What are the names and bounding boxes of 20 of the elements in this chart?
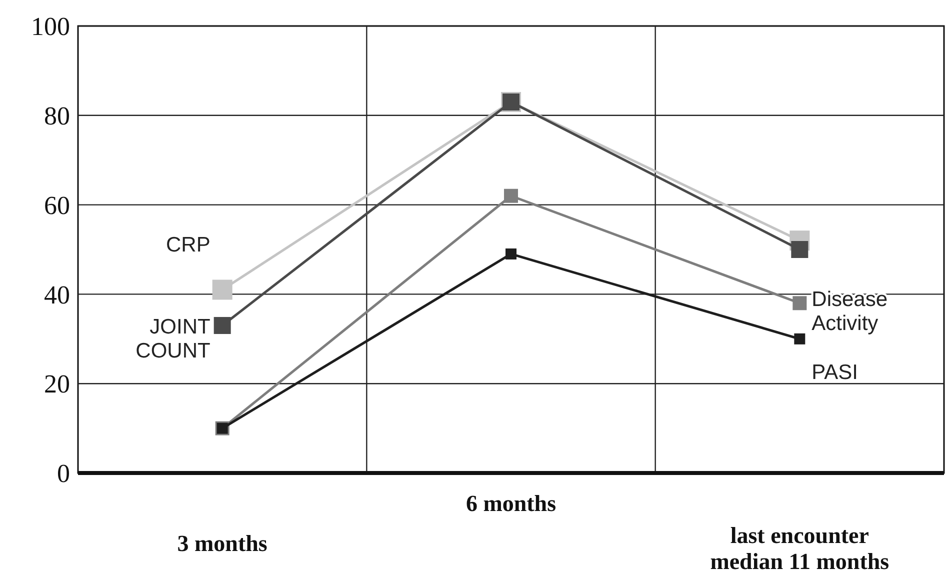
y-tick-label: 0 (57, 459, 70, 488)
point (214, 316, 231, 334)
series-label: JOINT COUNT (136, 315, 210, 362)
y-tick-label: 20 (44, 370, 70, 399)
series-label: Disease Activity (812, 288, 888, 336)
y-tick-label: 60 (44, 190, 70, 220)
y-tick-label: 40 (44, 280, 70, 310)
x-tick-label: 3 months (177, 531, 268, 556)
point (794, 333, 806, 344)
point (791, 241, 808, 258)
y-tick-label: 100 (31, 12, 70, 42)
point (504, 188, 518, 203)
point (212, 280, 232, 300)
series-label: PASI (812, 360, 858, 384)
y-tick-label: 80 (44, 102, 70, 130)
series-label: CRP (166, 234, 210, 257)
point (506, 248, 516, 260)
point (792, 296, 807, 310)
x-tick-label: last encounter median 11 months (710, 523, 890, 574)
x-tick-label: 6 months (466, 491, 556, 516)
